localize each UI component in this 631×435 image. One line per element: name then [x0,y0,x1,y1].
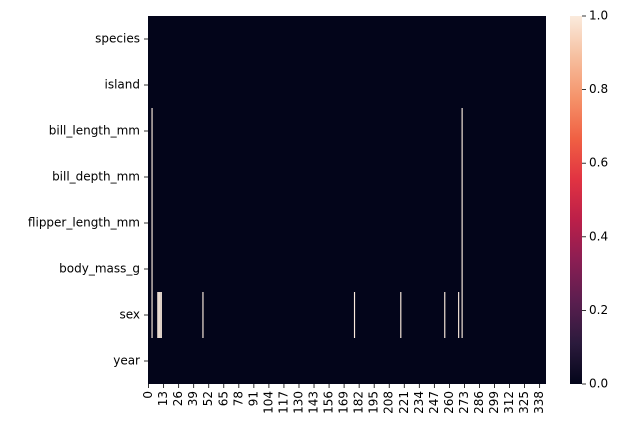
y-tick-label: species [95,32,140,46]
heatmap-cell [458,292,460,338]
heatmap-cell [151,246,153,292]
x-tick-label: 156 [322,391,336,414]
heatmap-background [148,16,546,384]
colorbar-tick-label: 0.0 [589,377,608,391]
x-tick-label: 234 [412,391,426,414]
colorbar-tick-label: 0.6 [589,156,608,170]
x-tick-label: 221 [397,391,411,414]
x-tick-label: 325 [517,391,531,414]
heatmap-cell [160,292,162,338]
x-tick-label: 13 [156,391,170,406]
x-tick-label: 52 [201,391,215,406]
heatmap-cell [400,292,402,338]
x-tick-label: 65 [216,391,230,406]
heatmap-cell [461,292,463,338]
x-tick-label: 39 [186,391,200,406]
x-tick-label: 169 [337,391,351,414]
heatmap-cell [157,292,159,338]
heatmap-cell [151,292,153,338]
colorbar-tick-label: 0.8 [589,82,608,96]
heatmap-cell [353,292,356,338]
y-tick-label: flipper_length_mm [28,216,140,230]
x-tick-label: 78 [231,391,245,406]
y-tick-label: sex [119,308,140,322]
y-tick-label: bill_depth_mm [52,170,140,184]
heatmap-cell [461,154,463,200]
colorbar-tick-label: 1.0 [589,9,608,23]
heatmap-cell [461,108,463,154]
heatmap-cell [151,200,153,246]
x-tick-label: 117 [276,391,290,414]
heatmap-cell [158,292,160,338]
x-tick-label: 286 [472,391,486,414]
x-tick-label: 338 [532,391,546,414]
x-tick-label: 312 [502,391,516,414]
colorbar-tick-label: 0.4 [589,229,608,243]
heatmap-cell [202,292,204,338]
heatmap-cell [444,292,446,338]
y-tick-label: island [105,78,141,92]
colorbar-tick-label: 0.2 [589,303,608,317]
x-tick-label: 195 [367,391,381,414]
colorbar [570,16,582,384]
x-tick-label: 182 [352,391,366,414]
heatmap-cell [461,200,463,246]
x-tick-label: 143 [307,391,321,414]
x-tick-label: 91 [246,391,260,406]
x-tick-label: 273 [457,391,471,414]
y-tick-label: body_mass_g [59,262,140,276]
heatmap-cell [151,108,153,154]
x-tick-label: 26 [171,391,185,406]
x-tick-label: 0 [141,391,155,399]
x-tick-label: 260 [442,391,456,414]
x-tick-label: 208 [382,391,396,414]
x-tick-label: 299 [487,391,501,414]
x-tick-label: 130 [291,391,305,414]
heatmap-cell [461,246,463,292]
x-tick-label: 104 [261,391,275,414]
x-tick-label: 247 [427,391,441,414]
heatmap-cell [159,292,161,338]
heatmap-cell [151,154,153,200]
y-tick-label: year [113,354,140,368]
y-tick-label: bill_length_mm [49,124,140,138]
